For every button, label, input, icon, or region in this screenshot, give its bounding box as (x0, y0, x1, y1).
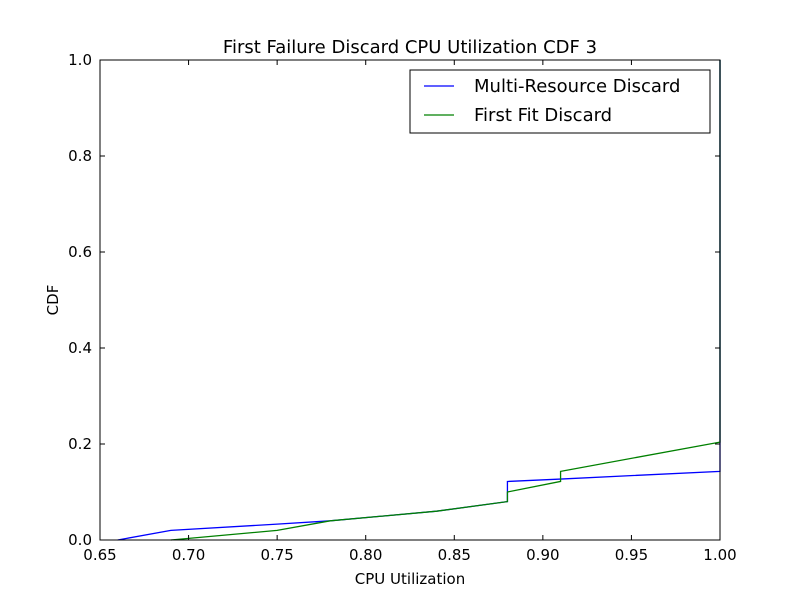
chart-title: First Failure Discard CPU Utilization CD… (223, 37, 597, 58)
plot-frame (99, 59, 721, 541)
x-tick-label: 0.95 (615, 546, 648, 564)
x-tick-label: 0.75 (260, 546, 293, 564)
legend-box (409, 69, 711, 134)
legend-label-first-fit-discard: First Fit Discard (474, 105, 612, 126)
y-tick-label: 1.0 (68, 51, 92, 69)
y-tick-label: 0.0 (68, 531, 92, 549)
x-tick-label: 0.90 (526, 546, 559, 564)
legend-label-multi-resource-discard: Multi-Resource Discard (474, 76, 680, 97)
ticks-layer: 0.65 0.70 0.75 0.80 0.85 0.90 0.95 1.00 0.0 0.2 0.… (68, 51, 737, 564)
y-tick-label: 0.4 (68, 339, 92, 357)
series-line-first-fit-discard (170, 60, 721, 541)
x-tick-label: 0.70 (172, 546, 205, 564)
y-tick-label: 0.8 (68, 147, 92, 165)
legend: Multi-Resource Discard First Fit Discard (409, 69, 711, 134)
x-axis-label: CPU Utilization (355, 570, 465, 588)
y-axis-label: CDF (44, 285, 62, 316)
series-layer (117, 60, 721, 541)
x-tick-label: 0.80 (349, 546, 382, 564)
x-tick-label: 0.65 (83, 546, 116, 564)
x-tick-label: 1.00 (703, 546, 736, 564)
plot-area (100, 60, 720, 540)
y-tick-label: 0.6 (68, 243, 92, 261)
x-tick-label: 0.85 (438, 546, 471, 564)
y-tick-label: 0.2 (68, 435, 92, 453)
